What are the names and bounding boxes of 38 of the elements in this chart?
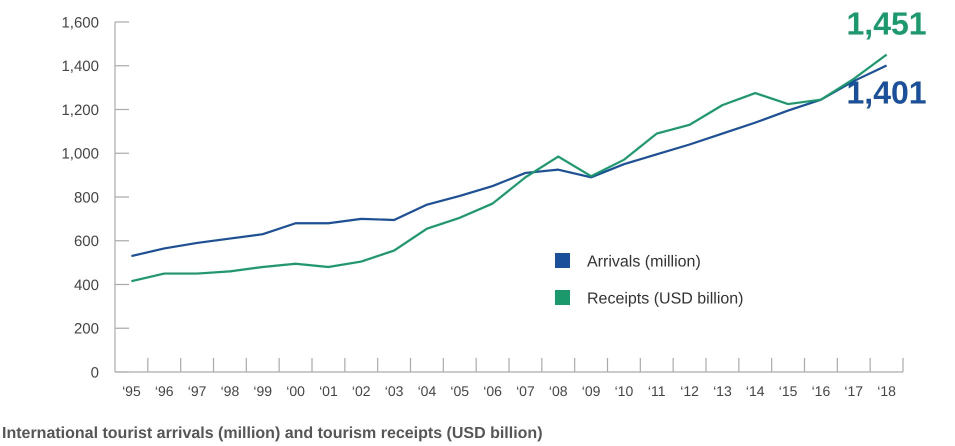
x-tick-label: ‘02 [352,383,371,399]
x-tick-label: ‘10 [614,383,634,399]
annotation: 1,451 [846,6,927,42]
x-tick-label: ‘99 [253,383,272,399]
x-tick-label: ‘03 [384,383,404,399]
x-tick-label: ‘11 [648,383,666,399]
x-tick-label: ‘01 [319,383,338,399]
x-tick-label: ‘96 [154,383,174,399]
x-tick-label: ‘06 [483,383,502,399]
x-tick-label: ‘98 [220,383,240,399]
x-tick-label: ‘14 [746,383,765,399]
x-tick-label: ‘97 [188,383,207,399]
x-tick-label: ‘18 [877,383,896,399]
y-tick-label: 1,600 [61,14,99,32]
y-tick-label: 1,200 [61,102,99,119]
legend-label: Receipts (USD billion) [587,290,744,308]
x-tick-label: ‘16 [812,383,830,399]
x-tick-label: ‘95 [122,383,141,399]
x-tick-label: ‘07 [516,383,535,399]
legend-label: Arrivals (million) [587,254,701,271]
x-tick-label: ‘15 [778,383,798,399]
text: International tourist arrivals (million) and tourism receipts (USD billion) [2,425,543,442]
annotation: 1,401 [846,74,927,111]
x-tick-label: ‘08 [548,383,568,399]
x-tick-label: ‘17 [844,383,864,399]
x-tick-label: ‘12 [680,383,700,399]
y-tick-label: 800 [74,189,99,206]
y-tick-label: 1,400 [61,58,99,75]
y-tick-label: 400 [74,276,99,294]
x-tick-label: ‘04 [418,383,436,399]
y-tick-label: 600 [74,233,99,250]
y-tick-label: 200 [74,320,99,338]
y-tick-label: 0 [90,364,99,382]
x-tick-label: ‘05 [450,383,470,399]
x-tick-label: ‘13 [713,383,732,399]
x-tick-label: ‘09 [582,383,601,399]
x-tick-label: ‘00 [286,383,306,399]
y-tick-label: 1,000 [61,146,99,162]
